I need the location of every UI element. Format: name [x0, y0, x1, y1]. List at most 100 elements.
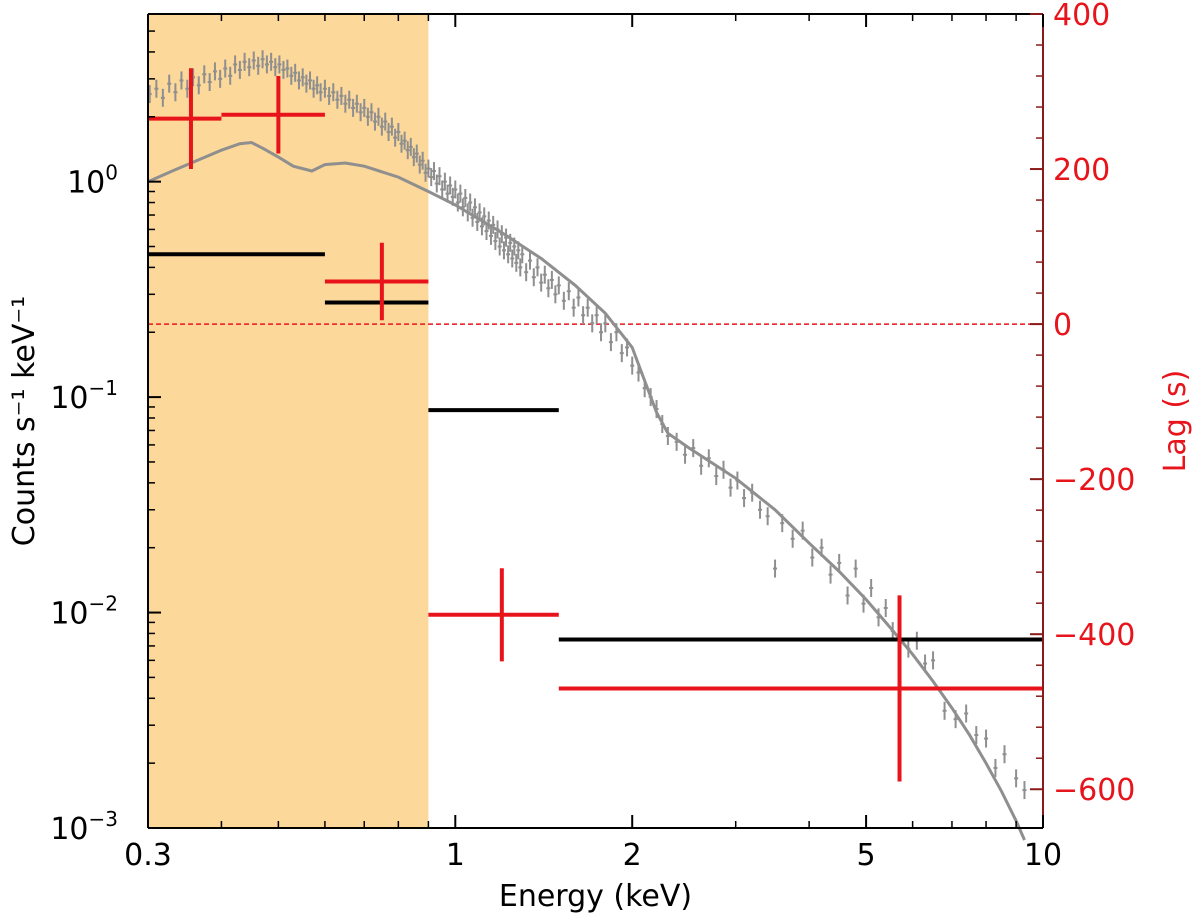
spectrum-point — [351, 98, 356, 117]
spectrum-point — [281, 60, 286, 79]
spectrum-point — [535, 258, 540, 277]
spectrum-point — [296, 71, 301, 90]
spectrum-point — [810, 548, 815, 567]
spectrum-point — [514, 253, 519, 272]
spectrum-point — [434, 174, 439, 193]
lag-point — [221, 76, 325, 154]
spectrum-point — [365, 107, 370, 126]
spectrum-point — [160, 88, 165, 107]
spectrum-point — [185, 79, 190, 98]
spectrum-point — [630, 356, 635, 375]
spectrum-point — [470, 208, 475, 227]
left-tick-label: 100 — [67, 161, 118, 201]
spectrum-point — [440, 180, 445, 199]
spectrum-point — [520, 245, 525, 264]
left-y-axis-title: Counts s⁻¹ keV⁻¹ — [7, 296, 42, 546]
spectrum-point — [277, 55, 282, 74]
spectrum-point — [358, 103, 363, 122]
spectrum-point — [264, 55, 269, 74]
spectrum-point — [426, 159, 431, 178]
spectrum-point — [790, 529, 795, 548]
spectrum-point — [468, 193, 473, 212]
spectrum-point — [728, 478, 733, 497]
lag-point — [558, 595, 1043, 782]
right-tick-label: −400 — [1053, 618, 1135, 653]
spectrum-point — [488, 226, 493, 245]
spectrum-point — [289, 66, 294, 85]
spectrum-point — [233, 55, 238, 74]
spectrum-point — [311, 79, 316, 98]
spectrum-point — [389, 117, 394, 136]
spectrum-point — [347, 90, 352, 109]
spectrum-point — [414, 144, 419, 163]
spectrum-point — [260, 50, 265, 69]
spectrum-point — [455, 193, 460, 212]
spectrum-point — [571, 298, 576, 317]
spectrum-point — [318, 83, 323, 102]
spectrum-point — [386, 123, 391, 142]
spectrum-point — [228, 66, 233, 85]
spectrum-point — [931, 651, 936, 670]
spectrum-point — [207, 73, 212, 92]
right-tick-label: −600 — [1053, 773, 1135, 808]
lag-point — [428, 568, 559, 662]
spectrum-point — [475, 212, 480, 231]
spectrum-point — [964, 704, 969, 723]
spectrum-point — [179, 71, 184, 90]
spectrum-point — [506, 245, 511, 264]
spectrum-point — [566, 282, 571, 301]
spectrum-point — [448, 176, 453, 195]
right-tick-label: 400 — [1053, 0, 1110, 33]
spectrum-point — [553, 285, 558, 304]
spectrum-point — [293, 63, 298, 82]
spectrum-point — [828, 565, 833, 584]
spectrum-point — [376, 107, 381, 126]
black-binned-spectrum — [148, 252, 1043, 642]
spectrum-point — [603, 314, 608, 333]
lag-point — [148, 68, 222, 170]
spectrum-point — [273, 58, 278, 77]
spectrum-point — [218, 69, 223, 88]
spectrum-point — [327, 86, 332, 105]
spectrum-point — [300, 68, 305, 87]
spectrum-point — [339, 86, 344, 105]
spectrum-point — [665, 426, 670, 445]
spectrum-point — [531, 268, 536, 287]
spectrum-point — [491, 215, 496, 234]
spectrum-point — [463, 188, 468, 207]
spectrum-point — [242, 52, 247, 71]
spectrum-point — [619, 344, 624, 363]
x-tick-label: 10 — [1024, 838, 1062, 873]
spectrum-point — [546, 279, 551, 298]
spectrum-point — [585, 298, 590, 317]
spectrum-point — [594, 306, 599, 325]
spectrum-point — [432, 162, 437, 181]
axes — [147, 13, 1044, 829]
x-tick-label: 5 — [857, 838, 876, 873]
x-tick-label: 0.3 — [124, 838, 172, 873]
spectrum-point — [420, 151, 425, 170]
spectrum-point — [256, 56, 261, 75]
spectrum-point — [405, 141, 410, 160]
spectrum-point — [699, 456, 704, 475]
spectrum-point — [362, 98, 367, 117]
spectrum-point — [304, 74, 309, 93]
spectrum-point — [402, 131, 407, 150]
spectrum-point — [396, 123, 401, 142]
spectrum-point — [869, 579, 874, 598]
right-tick-label: −200 — [1053, 463, 1135, 498]
spectrum-point — [442, 172, 447, 191]
spectrum-point — [411, 148, 416, 167]
spectrum-point — [561, 291, 566, 310]
spectrum-point — [683, 445, 688, 464]
spectrum-point — [581, 306, 586, 325]
spectrum-point — [883, 598, 888, 617]
spectrum-point — [542, 265, 547, 284]
spectrum-point — [167, 74, 172, 93]
spectrum-point — [942, 701, 947, 720]
spectrum-point — [765, 507, 770, 526]
spectrum-point — [354, 94, 359, 113]
spectrum-point — [202, 65, 207, 84]
spectrum-point — [154, 79, 159, 98]
